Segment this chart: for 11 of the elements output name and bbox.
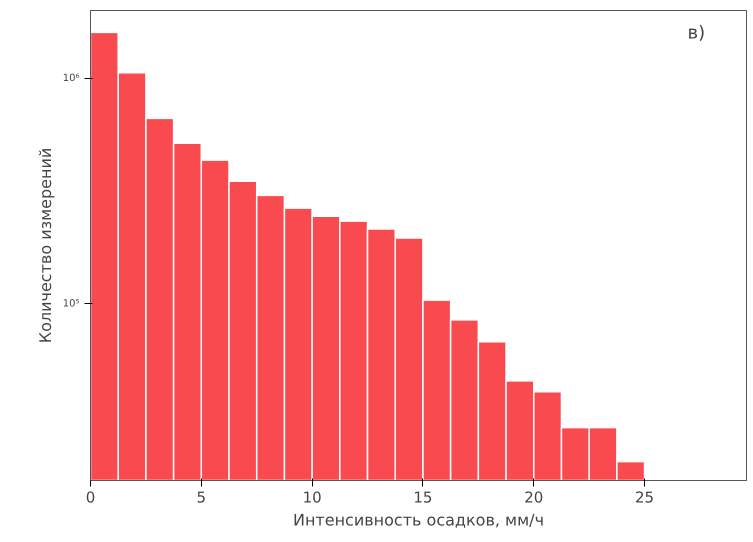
x-tick-label: 5 (196, 488, 206, 506)
x-tick-label: 20 (524, 488, 544, 506)
x-tick-label: 10 (302, 488, 322, 506)
x-axis-title: Интенсивность осадков, мм/ч (292, 510, 544, 530)
y-axis-title: Количество измерений (36, 148, 55, 344)
x-tick-label: 15 (413, 488, 432, 506)
x-tick-label: 25 (635, 488, 654, 506)
annotation: в) (687, 22, 706, 44)
y-tick-label: 10⁵ (62, 298, 80, 310)
y-tick-label: 10⁶ (62, 72, 80, 84)
x-tick-label: 0 (86, 488, 96, 506)
